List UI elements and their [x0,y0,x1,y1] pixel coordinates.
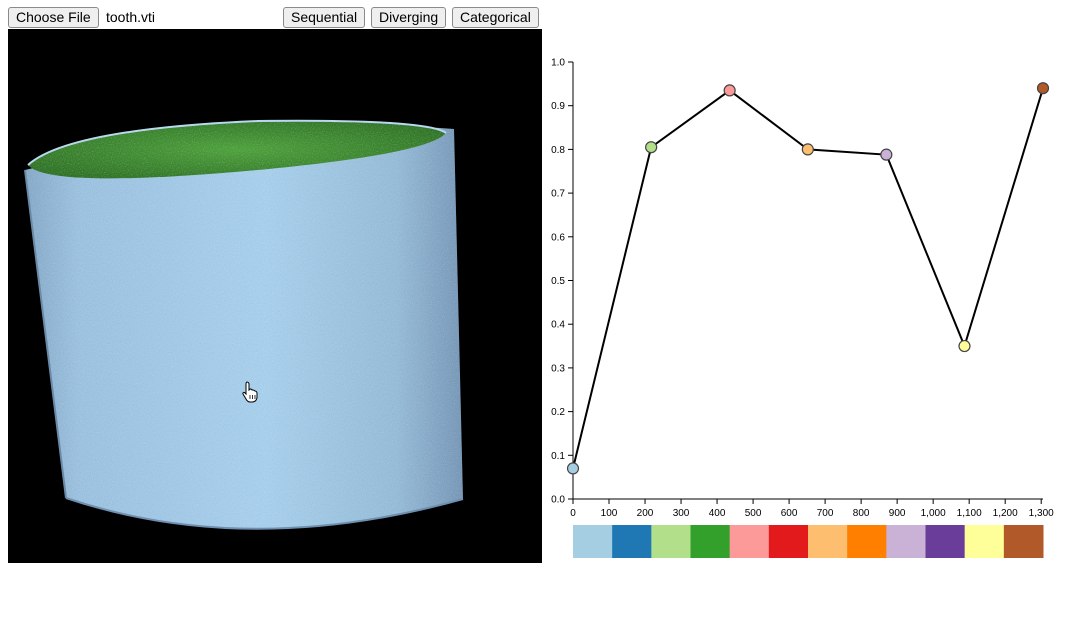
x-tick-label: 1,000 [921,508,946,519]
x-tick-label: 700 [817,508,834,519]
colormap-swatch [847,525,887,558]
colormap-swatch [925,525,966,558]
colormap-swatch [573,525,613,558]
colormap-swatch [808,525,848,558]
x-tick-label: 1,300 [1029,508,1054,519]
y-tick-label: 0.5 [551,276,565,287]
y-axis: 0.0 0.1 0.2 0.3 0.4 0.5 0.6 0.7 0.8 0.9 1.0 [551,58,574,506]
sequential-button[interactable]: Sequential [283,7,366,28]
transfer-function-chart[interactable]: 0.0 0.1 0.2 0.3 0.4 0.5 0.6 0.7 0.8 0.9 1.0 0 100 20… [542,46,1072,566]
cylinder-top-opening [27,119,447,179]
x-tick-label: 1,200 [993,508,1018,519]
control-point[interactable] [645,141,658,154]
x-tick-label: 0 [570,508,576,519]
x-tick-label: 600 [781,508,798,519]
control-point[interactable] [1036,82,1050,95]
cylinder-surface [24,125,464,530]
y-tick-label: 1.0 [551,58,565,69]
x-tick-label: 400 [709,508,726,519]
x-tick-label: 500 [745,508,762,519]
file-name-label: tooth.vti [106,9,156,25]
y-tick-label: 0.9 [551,101,565,112]
y-tick-label: 0.8 [551,145,565,156]
x-tick-label: 800 [853,508,870,519]
x-tick-label: 200 [637,508,654,519]
choose-file-button[interactable]: Choose File [8,7,99,28]
categorical-button[interactable]: Categorical [452,7,539,28]
colormap-bar [573,525,1044,558]
hand-pointer-icon [242,381,258,403]
control-point[interactable] [723,84,736,97]
colormap-swatch [690,525,731,558]
y-tick-label: 0.7 [551,189,565,200]
colormap-swatch [1003,525,1044,558]
x-tick-label: 900 [889,508,906,519]
control-point[interactable] [958,339,971,353]
colormap-swatch [964,525,1005,558]
colormap-swatch [886,525,926,558]
colormap-swatch [651,525,691,558]
volume-render-view[interactable] [8,29,542,563]
diverging-button[interactable]: Diverging [371,7,447,28]
rendered-volume [24,119,464,530]
y-tick-label: 0.3 [551,363,565,374]
colormap-swatch [612,525,652,558]
y-tick-label: 0.1 [551,451,565,462]
y-tick-label: 0.0 [551,495,565,506]
x-axis: 0 100 200 300 400 500 600 700 800 900 1,000 1,100 1,… [570,498,1054,519]
x-tick-label: 1,100 [957,508,982,519]
colormap-swatch [768,525,809,558]
x-tick-label: 300 [673,508,690,519]
y-tick-label: 0.6 [551,232,565,243]
colormap-swatch [729,525,770,558]
x-tick-label: 100 [601,508,618,519]
y-tick-label: 0.4 [551,320,565,331]
control-point[interactable] [880,148,893,161]
control-point[interactable] [566,462,580,475]
y-tick-label: 0.2 [551,407,565,418]
control-point[interactable] [801,143,814,156]
opacity-curve[interactable] [566,82,1050,475]
